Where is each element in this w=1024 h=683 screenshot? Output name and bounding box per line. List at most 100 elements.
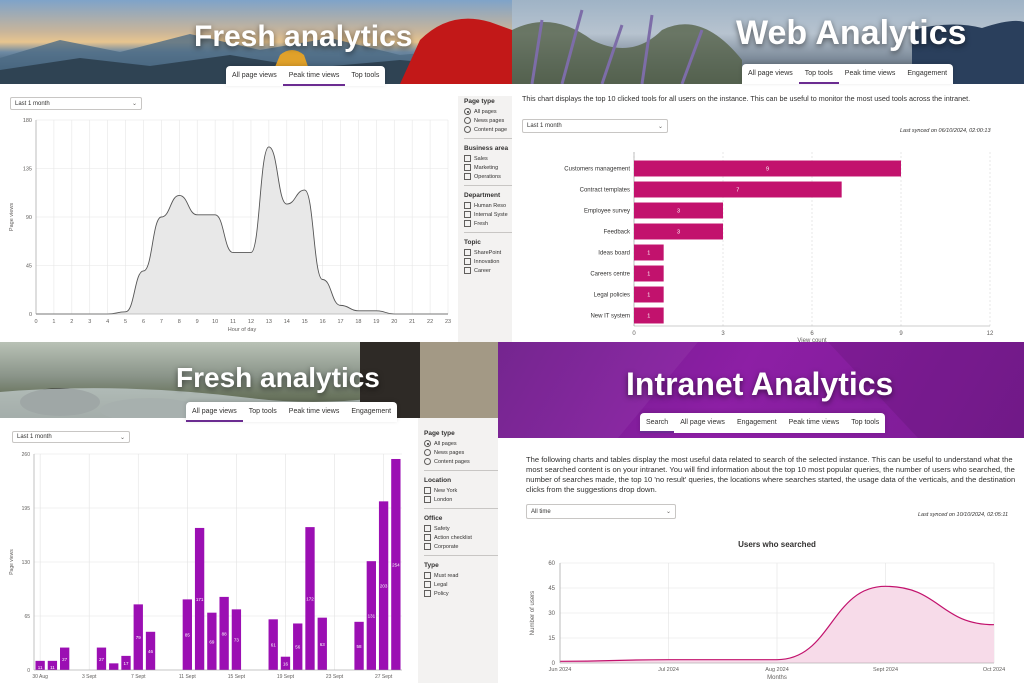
x-tick-label: 9 (899, 331, 903, 337)
category-label: Customers management (564, 167, 630, 173)
tab-peak-time-views[interactable]: Peak time views (844, 70, 896, 77)
bar-legal-policies (634, 286, 664, 303)
date-range-dropdown[interactable]: All time ⌄ (526, 504, 676, 519)
y-tick-label: 0 (552, 661, 556, 667)
bar-value-label: 79 (136, 635, 142, 640)
bar-value-label: 69 (209, 639, 215, 644)
bar-value-label: 46 (148, 649, 154, 654)
checkbox-sharepoint[interactable]: SharePoint (464, 249, 512, 256)
radio-content-pages[interactable]: Content pages (424, 458, 498, 465)
y-tick-label: 45 (548, 586, 555, 592)
checkbox-marketing[interactable]: Marketing (464, 164, 512, 171)
y-tick-label: 0 (27, 668, 30, 674)
top-tools-bar-chart: 0 3 6 9 12 Customers management 9 Contract temp… (564, 152, 994, 342)
x-tick-label: 30 Aug (32, 674, 48, 680)
x-tick-label: 0 (34, 319, 37, 325)
date-range-dropdown[interactable]: Last 1 month ⌄ (10, 97, 142, 110)
tab-engagement[interactable]: Engagement (351, 408, 392, 415)
radio-news-pages[interactable]: News pages (424, 449, 498, 456)
tab-all-page-views[interactable]: All page views (232, 72, 277, 79)
checkbox-london[interactable]: London (424, 496, 498, 503)
checkbox[interactable] (464, 220, 471, 227)
checkbox-safety[interactable]: Safety (424, 525, 498, 532)
checkbox[interactable] (464, 202, 471, 209)
tab-search[interactable]: Search (640, 413, 675, 433)
radio-button[interactable] (424, 440, 431, 447)
radio-button[interactable] (424, 458, 431, 465)
checkbox[interactable] (424, 525, 431, 532)
y-tick-label: 65 (24, 614, 30, 620)
checkbox-corporate[interactable]: Corporate (424, 543, 498, 550)
checkbox[interactable] (464, 211, 471, 218)
checkbox[interactable] (424, 581, 431, 588)
tab-top-tools[interactable]: Top tools (798, 64, 839, 84)
checkbox-operations[interactable]: Operations (464, 173, 512, 180)
radio-button[interactable] (464, 126, 471, 133)
radio-all-pages[interactable]: All pages (464, 108, 512, 115)
checkbox-legal[interactable]: Legal (424, 581, 498, 588)
radio-button[interactable] (464, 108, 471, 115)
x-tick-label: 12 (987, 331, 994, 337)
dropdown-value: Last 1 month (15, 100, 50, 107)
bar-feedback (634, 223, 723, 240)
checkbox[interactable] (464, 267, 471, 274)
bar-value-label: 61 (271, 643, 277, 648)
tab-all-page-views[interactable]: All page views (186, 402, 243, 422)
checkbox-internal-syste[interactable]: Internal Syste (464, 211, 512, 218)
dropdown-value: All time (531, 508, 551, 515)
checkbox[interactable] (424, 496, 431, 503)
bar (305, 527, 315, 670)
checkbox[interactable] (464, 155, 471, 162)
checkbox[interactable] (424, 572, 431, 579)
radio-button[interactable] (464, 117, 471, 124)
radio-news-pages[interactable]: News pages (464, 117, 512, 124)
filter-option-label: Policy (434, 590, 449, 597)
filter-option-label: Corporate (434, 543, 459, 550)
checkbox[interactable] (424, 487, 431, 494)
checkbox-sales[interactable]: Sales (464, 155, 512, 162)
checkbox[interactable] (464, 258, 471, 265)
radio-all-pages[interactable]: All pages (424, 440, 498, 447)
filter-heading-department: Department (464, 192, 501, 199)
checkbox-action-checklist[interactable]: Action checklist (424, 534, 498, 541)
checkbox[interactable] (424, 534, 431, 541)
checkbox[interactable] (424, 590, 431, 597)
y-tick-label: 260 (22, 452, 31, 458)
checkbox[interactable] (464, 173, 471, 180)
radio-button[interactable] (424, 449, 431, 456)
last-synced-text: Last synced on 06/10/2024, 02:00:13 (900, 128, 991, 134)
tab-top-tools[interactable]: Top tools (851, 419, 880, 426)
x-tick-label: 19 Sept (277, 674, 295, 680)
checkbox-career[interactable]: Career (464, 267, 512, 274)
tab-peak-time-views[interactable]: Peak time views (282, 66, 346, 86)
checkbox-human-reso[interactable]: Human Reso (464, 202, 512, 209)
checkbox[interactable] (424, 543, 431, 550)
radio-content-page[interactable]: Content page (464, 126, 512, 133)
tab-top-tools[interactable]: Top tools (351, 72, 380, 79)
tab-bar: All page views Peak time views Top tools (226, 66, 386, 86)
tab-peak-time-views[interactable]: Peak time views (288, 408, 340, 415)
bar-value-label: 7 (736, 188, 739, 194)
y-tick-label: 135 (23, 167, 32, 173)
x-tick-label: 8 (178, 319, 181, 325)
tab-peak-time-views[interactable]: Peak time views (788, 419, 840, 426)
date-range-dropdown[interactable]: Last 1 month ⌄ (522, 119, 668, 133)
checkbox[interactable] (464, 164, 471, 171)
checkbox-must-read[interactable]: Must read (424, 572, 498, 579)
filter-heading-type: Type (424, 562, 439, 569)
date-range-dropdown[interactable]: Last 1 month ⌄ (12, 431, 130, 443)
tab-all-page-views[interactable]: All page views (680, 419, 725, 426)
tab-top-tools[interactable]: Top tools (248, 408, 277, 415)
bar-value-label: 1 (647, 251, 650, 257)
tab-engagement[interactable]: Engagement (736, 419, 777, 426)
checkbox-innovation[interactable]: Innovation (464, 258, 512, 265)
tab-engagement[interactable]: Engagement (907, 70, 948, 77)
x-tick-label: 23 (445, 319, 451, 325)
bar (35, 660, 45, 670)
tab-all-page-views[interactable]: All page views (748, 70, 793, 77)
checkbox[interactable] (464, 249, 471, 256)
checkbox-policy[interactable]: Policy (424, 590, 498, 597)
checkbox-fresh[interactable]: Fresh (464, 220, 512, 227)
filter-option-label: New York (434, 487, 458, 494)
checkbox-new-york[interactable]: New York (424, 487, 498, 494)
